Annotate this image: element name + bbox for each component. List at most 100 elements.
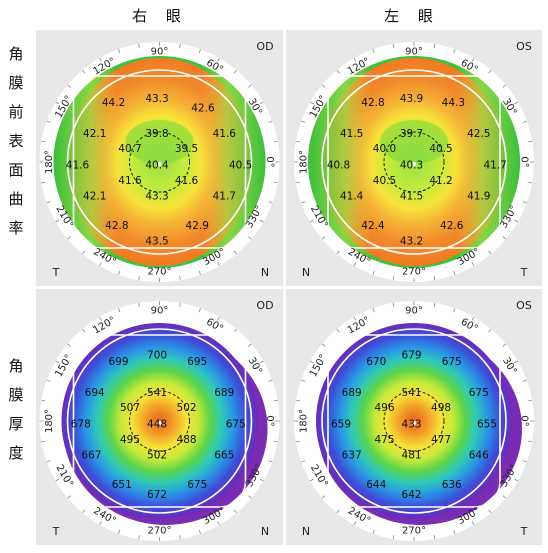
center-zone-circle xyxy=(129,390,190,452)
map-value-label: 43.9 xyxy=(400,93,423,105)
map-value-label: 678 xyxy=(71,418,91,430)
angle-tick xyxy=(248,236,252,240)
angle-tick xyxy=(321,236,326,240)
map-value-label: 43.3 xyxy=(145,93,168,105)
angle-label: 180° xyxy=(299,150,310,174)
angle-tick xyxy=(528,181,533,184)
angle-tick xyxy=(82,509,86,514)
eye-corner-label: OS xyxy=(516,40,532,53)
map-value-label: 675 xyxy=(469,387,489,399)
angle-tick xyxy=(321,343,326,347)
angle-tick xyxy=(118,49,121,54)
angle-tick xyxy=(233,328,237,333)
angle-tick xyxy=(336,69,340,74)
center-zone-circle xyxy=(129,131,190,193)
map-value-label: 40.3 xyxy=(400,159,423,171)
angle-tick xyxy=(392,276,395,281)
map-value-label: 496 xyxy=(374,402,394,414)
angle-tick xyxy=(273,399,278,402)
map-value-label: 44.2 xyxy=(102,97,125,109)
map-value-label: 651 xyxy=(112,479,132,491)
map-value-label: 40.7 xyxy=(118,143,141,155)
angle-tick xyxy=(502,236,507,240)
map-value-label: 695 xyxy=(187,356,207,368)
angle-tick xyxy=(321,495,326,499)
angle-tick xyxy=(372,529,375,534)
map-value-label: 670 xyxy=(366,356,386,368)
corner-bottom-left-label: N xyxy=(302,525,310,538)
map-value-label: 41.6 xyxy=(213,128,237,140)
center-marker xyxy=(157,161,162,167)
angle-tick xyxy=(353,316,357,321)
od-curvature-map: 90° 60° 30° 0° 330° 300° 270° 240° 210° 180° 150° 1… xyxy=(36,30,283,286)
corner-bottom-right-label: T xyxy=(520,266,528,279)
angle-tick xyxy=(55,478,60,482)
angle-tick xyxy=(309,219,314,223)
angle-tick xyxy=(488,69,492,74)
angle-tick xyxy=(301,379,306,382)
angle-tick xyxy=(138,276,140,281)
map-value-label: 39.7 xyxy=(400,128,423,140)
map-value-label: 475 xyxy=(374,434,394,446)
angle-label: 180° xyxy=(44,409,55,433)
zone-boundary xyxy=(327,75,501,249)
map-value-label: 41.9 xyxy=(467,190,490,202)
angle-tick xyxy=(248,495,252,499)
row-label-char: 前 xyxy=(8,103,24,121)
angle-tick xyxy=(82,69,86,74)
angle-tick xyxy=(217,262,220,267)
angle-tick xyxy=(372,270,375,275)
map-value-label: 636 xyxy=(442,479,462,491)
angle-tick xyxy=(514,101,519,105)
angle-tick xyxy=(453,529,456,534)
od-thickness-svg: 90°60°30°0°330°300°270°240°210°180°150°1… xyxy=(39,299,280,541)
panel-divider-horizontal xyxy=(36,286,542,289)
map-value-label: 672 xyxy=(147,489,167,501)
angle-tick xyxy=(67,236,71,240)
angle-label: 90° xyxy=(405,306,423,317)
angle-tick xyxy=(82,328,86,333)
angle-tick xyxy=(99,262,102,267)
angle-label: 90° xyxy=(405,47,423,58)
map-value-label: 675 xyxy=(442,356,462,368)
angle-tick xyxy=(433,276,436,281)
angle-tick xyxy=(55,219,60,223)
map-value-label: 655 xyxy=(477,418,497,430)
angle-tick xyxy=(522,379,527,382)
map-value-label: 42.4 xyxy=(361,220,385,232)
corner-bottom-left-label: T xyxy=(52,266,60,279)
map-value-label: 659 xyxy=(331,418,351,430)
row-label-char: 厚 xyxy=(8,415,24,433)
angle-tick xyxy=(309,101,314,105)
angle-tick xyxy=(488,509,492,514)
map-value-label: 41.2 xyxy=(429,175,452,187)
map-value-label: 39.8 xyxy=(145,128,168,140)
right-eye-title: 右 眼 xyxy=(132,7,188,25)
corner-bottom-right-label: N xyxy=(261,525,269,538)
map-value-label: 481 xyxy=(402,449,422,461)
map-value-label: 40.0 xyxy=(373,143,396,155)
angle-tick xyxy=(217,57,220,62)
angle-tick xyxy=(179,535,181,540)
map-value-label: 42.1 xyxy=(83,128,106,140)
curvature-row-label: 角膜前表面曲率 xyxy=(4,40,28,243)
angle-tick xyxy=(433,302,436,307)
angle-tick xyxy=(67,343,71,347)
angle-tick xyxy=(502,343,507,347)
angle-tick xyxy=(488,328,492,333)
row-label-char: 角 xyxy=(8,357,24,375)
angle-tick xyxy=(321,84,326,88)
map-value-label: 44.3 xyxy=(442,97,465,109)
angle-tick xyxy=(233,509,237,514)
zone-boundary xyxy=(72,75,247,249)
map-value-label: 541 xyxy=(147,387,167,399)
map-value-label: 689 xyxy=(214,387,234,399)
map-value-label: 41.7 xyxy=(483,159,506,171)
angle-label: 90° xyxy=(151,47,169,58)
angle-tick xyxy=(259,101,264,105)
map-value-label: 644 xyxy=(366,479,386,491)
corner-bottom-right-label: N xyxy=(261,266,269,279)
corner-bottom-left-label: T xyxy=(52,525,60,538)
corner-bottom-right-label: T xyxy=(520,525,528,538)
map-value-label: 42.1 xyxy=(83,190,106,202)
